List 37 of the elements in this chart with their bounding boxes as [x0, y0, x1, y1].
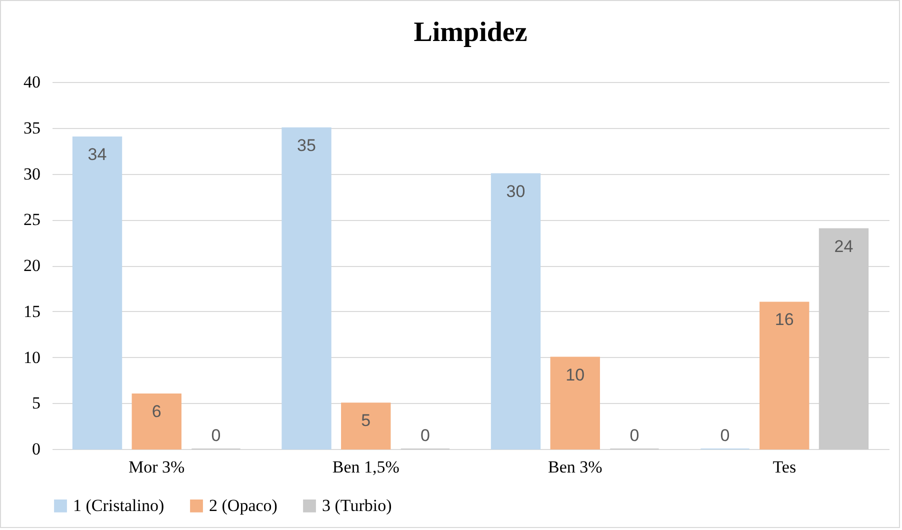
data-label: 5 — [361, 411, 371, 430]
bar — [282, 127, 332, 450]
data-label: 16 — [774, 310, 794, 330]
y-tick-label: 30 — [24, 164, 40, 184]
y-tick-label: 35 — [24, 118, 40, 138]
data-label: 10 — [566, 365, 585, 384]
x-tick-label: Ben 3% — [548, 458, 602, 476]
bar — [818, 228, 869, 450]
legend-label: 3 (Turbio) — [322, 496, 392, 515]
legend-label: 2 (Opaco) — [209, 496, 278, 515]
y-tick-label: 5 — [32, 394, 40, 413]
bar — [550, 356, 600, 450]
y-tick-label: 0 — [32, 440, 40, 458]
bar — [72, 136, 122, 450]
chart-title: Limpidez — [414, 17, 528, 48]
data-label: 0 — [720, 426, 730, 445]
bar — [490, 173, 541, 450]
y-tick-label: 25 — [24, 210, 40, 230]
data-label: 35 — [297, 136, 316, 155]
x-tick-label: Mor 3% — [128, 458, 185, 476]
y-tick-label: 10 — [24, 348, 40, 367]
data-label: 0 — [630, 426, 640, 445]
data-label: 34 — [88, 145, 107, 164]
bar — [760, 302, 810, 450]
x-tick-label: Ben 1,5% — [332, 458, 400, 476]
data-label: 30 — [506, 182, 526, 201]
bar — [341, 402, 391, 450]
y-tick-label: 40 — [24, 72, 40, 92]
legend-label: 1 (Cristalino) — [73, 496, 164, 515]
data-label: 24 — [834, 236, 854, 256]
y-tick-label: 15 — [24, 302, 40, 321]
x-tick-label: Tes — [772, 458, 796, 476]
y-tick-label: 20 — [24, 256, 40, 275]
data-label: 6 — [152, 402, 162, 421]
data-label: 0 — [420, 426, 430, 445]
bar — [132, 393, 182, 450]
data-label: 0 — [211, 426, 221, 445]
